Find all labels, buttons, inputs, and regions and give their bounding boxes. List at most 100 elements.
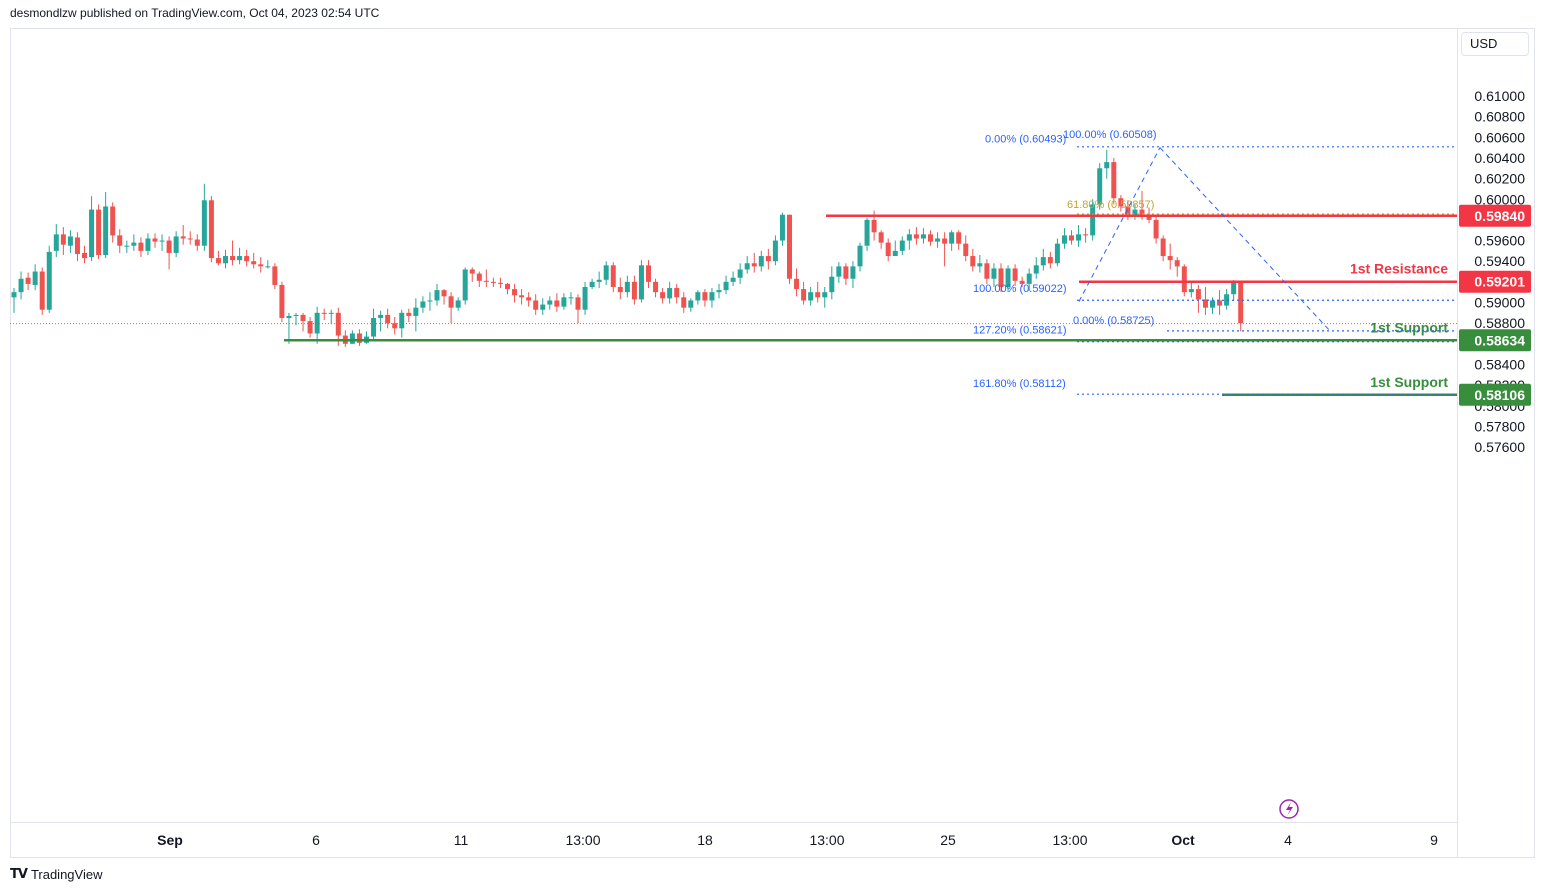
candle-body (885, 242, 891, 257)
y-tick-label: 0.58800 (1474, 315, 1525, 331)
candle-body (596, 279, 602, 282)
fib-label: 0.00% (0.58725) (1073, 315, 1154, 327)
candle-body (124, 245, 130, 247)
candle-body (1195, 289, 1201, 300)
candle-body (455, 300, 461, 308)
candle-body (1069, 235, 1074, 241)
x-tick-label: 13:00 (1052, 832, 1087, 848)
price-label-box[interactable] (1459, 270, 1531, 293)
candle-body (194, 239, 200, 246)
candle-body (801, 289, 807, 301)
candle-body (497, 282, 503, 284)
candles-layer (11, 149, 1244, 347)
candle-body (138, 242, 144, 251)
candle-body (89, 209, 95, 258)
candle-body (695, 292, 701, 301)
candle-body (469, 269, 475, 274)
candle-body (836, 266, 842, 277)
candle-body (230, 256, 236, 261)
candle-body (258, 264, 264, 267)
candle-body (984, 263, 990, 279)
publish-info: desmondlzw published on TradingView.com,… (10, 6, 380, 20)
candle-body (152, 238, 158, 242)
fib-label: 127.20% (0.58621) (973, 325, 1067, 337)
price-label-box[interactable] (1459, 383, 1531, 406)
candle-body (1132, 209, 1138, 215)
candle-body (815, 292, 821, 298)
candle-body (1111, 162, 1117, 199)
price-axis-separator (1457, 28, 1458, 858)
candle-body (1210, 300, 1215, 308)
candle-body (1012, 268, 1018, 281)
y-tick-label: 0.60600 (1474, 129, 1525, 145)
candle-body (201, 200, 207, 246)
fib-label: 0.00% (0.60493) (985, 133, 1066, 145)
candle-body (519, 295, 525, 298)
candle-body (307, 321, 313, 334)
x-tick-label: Oct (1171, 832, 1195, 848)
candle-body (617, 287, 623, 293)
candle-body (251, 261, 257, 265)
candle-body (758, 256, 764, 267)
price-label-box[interactable] (1459, 329, 1531, 352)
candle-body (1033, 265, 1039, 274)
candle-body (949, 232, 955, 244)
candle-body (434, 290, 440, 301)
candle-body (413, 307, 419, 316)
candle-body (674, 288, 680, 298)
candle-body (730, 277, 736, 282)
currency-button[interactable]: USD (1461, 32, 1529, 56)
price-label-text: 0.58634 (1474, 332, 1525, 348)
x-tick-label: 4 (1284, 832, 1292, 848)
price-label-text: 0.59201 (1474, 274, 1525, 290)
candle-body (490, 281, 496, 283)
chart-frame (10, 28, 1535, 858)
candle-body (223, 256, 228, 264)
candle-body (1146, 214, 1152, 220)
candle-body (46, 251, 52, 310)
candle-body (709, 292, 715, 301)
candle-body (765, 256, 771, 262)
x-tick-label: Sep (157, 832, 183, 848)
candle-body (603, 265, 609, 280)
candle-body (279, 284, 285, 318)
y-tick-label: 0.61000 (1474, 88, 1525, 104)
candle-body (850, 266, 856, 279)
fib-label: 100.00% (0.60508) (1063, 129, 1157, 141)
price-label-box[interactable] (1459, 204, 1531, 227)
candle-body (131, 242, 137, 246)
candle-body (787, 214, 792, 279)
y-tick-label: 0.59000 (1474, 295, 1525, 311)
price-label-text: 0.59840 (1474, 208, 1525, 224)
y-tick-label: 0.60200 (1474, 171, 1525, 187)
candle-body (582, 287, 588, 310)
fib-layer: 0.00% (0.60493)100.00% (0.60508) 61.80% (… (973, 129, 1457, 395)
candle-body (103, 206, 109, 256)
axis-layer: 0.61000 0.60800 0.60600 0.60400 0.60200 0.600… (157, 88, 1525, 848)
candle-body (159, 240, 165, 242)
candle-body (1238, 281, 1244, 324)
fib-label: 161.80% (0.58112) (973, 378, 1066, 390)
candle-body (441, 290, 447, 297)
candle-body (723, 281, 729, 291)
candle-body (483, 280, 489, 282)
candle-body (928, 234, 933, 242)
x-tick-label: 18 (697, 832, 713, 848)
candle-body (547, 300, 553, 305)
candle-body (173, 236, 179, 253)
candle-body (667, 288, 673, 299)
lightning-icon[interactable] (1279, 799, 1299, 819)
candle-body (314, 312, 320, 334)
candle-body (913, 234, 919, 239)
candle-body (892, 250, 898, 257)
candle-body (215, 258, 221, 264)
support-2-label: 1st Support (1370, 374, 1448, 390)
candle-body (1167, 256, 1173, 261)
support-1-label: 1st Support (1370, 319, 1448, 335)
footer-brand[interactable]: 𝗧𝗩 TradingView (10, 866, 102, 882)
candle-body (39, 271, 45, 310)
candle-body (60, 234, 66, 245)
x-tick-label: 11 (454, 832, 469, 848)
candle-body (935, 238, 941, 242)
